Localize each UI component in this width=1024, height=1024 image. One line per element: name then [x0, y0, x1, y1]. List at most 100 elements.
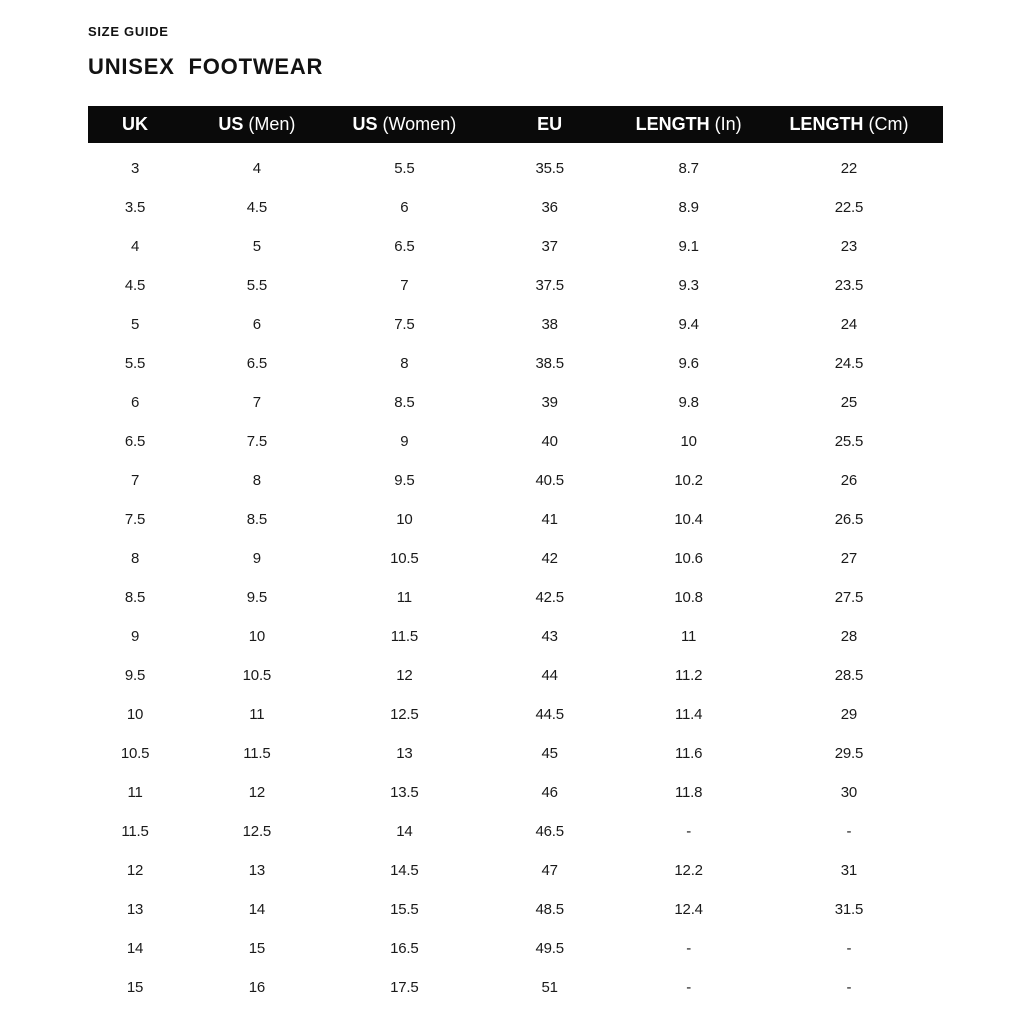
table-cell: 12 — [126, 862, 144, 879]
table-cell: 25 — [840, 394, 858, 411]
table-row: 9.5 10.5 12 44 11.2 28.5 — [88, 656, 943, 695]
column-header-label: US — [352, 114, 378, 134]
table-row: 7 8 9.5 40.5 10.2 26 — [88, 461, 943, 500]
column-header-length-cm: LENGTH (Cm) — [755, 106, 943, 143]
column-header-sublabel: (Women) — [382, 114, 457, 134]
table-cell: 10.2 — [674, 472, 703, 489]
column-header-sublabel: (Cm) — [868, 114, 909, 134]
table-cell: 40.5 — [535, 472, 564, 489]
eyebrow-label: SIZE GUIDE — [88, 24, 169, 39]
table-row: 3.5 4.5 6 36 8.9 22.5 — [88, 188, 943, 227]
table-cell: 44 — [541, 667, 558, 684]
table-cell: 11 — [681, 628, 697, 645]
table-cell: 12 — [396, 667, 413, 684]
table-cell: 14 — [396, 823, 413, 840]
table-cell: 28 — [840, 628, 858, 645]
table-cell: 8 — [130, 550, 140, 567]
column-header-length-in: LENGTH (In) — [622, 106, 755, 143]
table-cell: 13 — [248, 862, 265, 879]
table-cell: 27.5 — [834, 589, 864, 606]
table-cell: 48.5 — [535, 901, 564, 918]
table-cell: 4 — [252, 160, 261, 177]
table-row: 8.5 9.5 11 42.5 10.8 27.5 — [88, 578, 943, 617]
table-cell: 3.5 — [124, 199, 146, 216]
table-cell: 10.4 — [674, 511, 703, 528]
table-cell: 24.5 — [834, 355, 864, 372]
table-cell: 10.5 — [120, 745, 150, 762]
table-cell: 10 — [126, 706, 144, 723]
column-header-label: LENGTH — [789, 114, 864, 134]
table-cell: 12.5 — [242, 823, 272, 840]
table-row: 10 11 12.5 44.5 11.4 29 — [88, 695, 943, 734]
table-cell: 23.5 — [834, 277, 864, 294]
table-cell: 9.3 — [678, 277, 699, 294]
column-header-label: EU — [537, 114, 563, 134]
table-cell: 6.5 — [246, 355, 267, 372]
table-row: 7.5 8.5 10 41 10.4 26.5 — [88, 500, 943, 539]
table-cell: 45 — [541, 745, 558, 762]
table-cell: 12 — [248, 784, 265, 801]
table-row: 8 9 10.5 42 10.6 27 — [88, 539, 943, 578]
table-cell: 24 — [840, 316, 858, 333]
table-cell: 40 — [541, 433, 558, 450]
column-header-label: LENGTH — [635, 114, 710, 134]
table-cell: 14 — [126, 940, 144, 957]
table-cell: 11 — [249, 706, 265, 723]
table-row: 10.5 11.5 13 45 11.6 29.5 — [88, 734, 943, 773]
table-row: 12 13 14.5 47 12.2 31 — [88, 851, 943, 890]
table-cell: 13 — [126, 901, 144, 918]
table-cell: 49.5 — [535, 940, 564, 957]
table-cell: 16.5 — [390, 940, 419, 957]
table-cell: 6 — [130, 394, 140, 411]
column-header-label: US — [218, 114, 244, 134]
table-cell: 11.8 — [674, 784, 703, 801]
table-cell: 7 — [252, 394, 261, 411]
table-row: 6 7 8.5 39 9.8 25 — [88, 383, 943, 422]
table-cell: 9.8 — [678, 394, 699, 411]
table-cell: 35.5 — [535, 160, 564, 177]
table-row: 13 14 15.5 48.5 12.4 31.5 — [88, 890, 943, 929]
table-cell: 6.5 — [124, 433, 146, 450]
column-header-label: UK — [122, 114, 149, 134]
table-cell: 4 — [130, 238, 140, 255]
table-cell: 10.6 — [674, 550, 703, 567]
table-cell: 12.4 — [674, 901, 703, 918]
table-cell: - — [846, 940, 852, 957]
table-cell: 26.5 — [834, 511, 864, 528]
table-cell: 37.5 — [535, 277, 564, 294]
table-row: 14 15 16.5 49.5 - - — [88, 929, 943, 968]
table-cell: 14 — [248, 901, 265, 918]
table-cell: 9 — [252, 550, 261, 567]
table-cell: 8.5 — [246, 511, 267, 528]
column-header-sublabel: (In) — [714, 114, 742, 134]
table-row: 11.5 12.5 14 46.5 - - — [88, 812, 943, 851]
table-cell: 5.5 — [246, 277, 267, 294]
column-header-uk: UK — [88, 106, 182, 143]
table-cell: 4.5 — [124, 277, 146, 294]
table-cell: 13 — [396, 745, 413, 762]
table-cell: 10.5 — [390, 550, 419, 567]
table-cell: 9.5 — [124, 667, 146, 684]
table-cell: 11.5 — [390, 628, 418, 645]
table-cell: 5 — [130, 316, 140, 333]
table-cell: 42.5 — [535, 589, 564, 606]
table-cell: 10 — [396, 511, 413, 528]
page-title: UNISEX FOOTWEAR — [88, 54, 324, 79]
table-cell: 22.5 — [834, 199, 864, 216]
size-table-header: UK US (Men) US (Women) EU LENGTH (In) LE… — [88, 106, 943, 143]
table-cell: 15 — [248, 940, 265, 957]
table-cell: 9 — [400, 433, 409, 450]
table-cell: 31 — [840, 862, 858, 879]
table-cell: 46.5 — [535, 823, 564, 840]
table-cell: 37 — [541, 238, 558, 255]
table-cell: 47 — [541, 862, 558, 879]
table-cell: - — [686, 823, 692, 840]
table-cell: 15.5 — [390, 901, 419, 918]
table-cell: 8.5 — [124, 589, 146, 606]
table-cell: 6.5 — [394, 238, 415, 255]
table-cell: 9.5 — [246, 589, 267, 606]
column-header-us-women: US (Women) — [332, 106, 477, 143]
table-row: 4.5 5.5 7 37.5 9.3 23.5 — [88, 266, 943, 305]
table-cell: 5.5 — [124, 355, 146, 372]
